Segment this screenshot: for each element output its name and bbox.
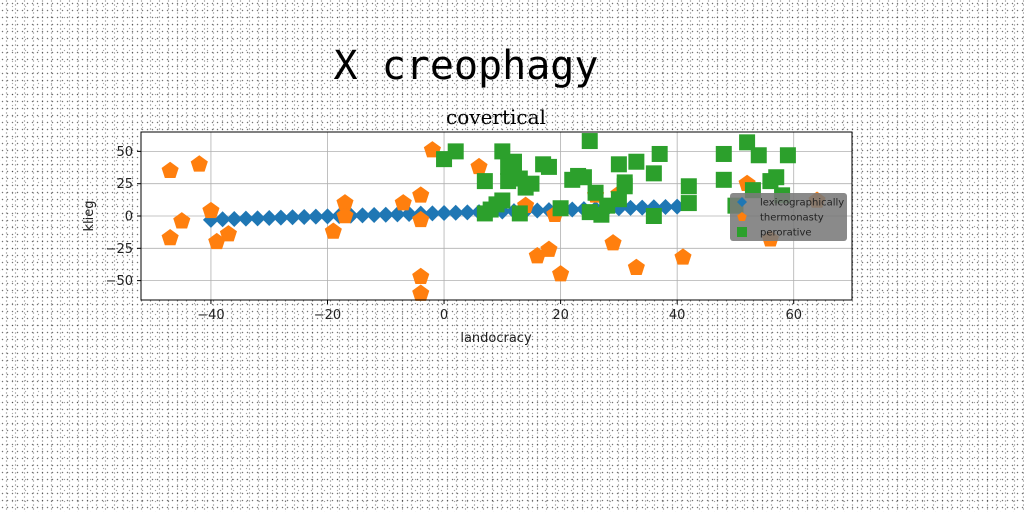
data-point (511, 205, 528, 222)
y-tick-label: −50 (106, 274, 133, 289)
data-point (284, 209, 301, 226)
x-tick-label: 0 (440, 308, 448, 323)
data-point (214, 211, 231, 228)
data-point (529, 202, 546, 219)
data-point (336, 194, 354, 211)
y-tick-label: 50 (116, 145, 133, 160)
data-point (645, 165, 662, 182)
data-point (272, 209, 289, 226)
data-point (412, 210, 430, 228)
data-point (581, 133, 598, 150)
legend-label: lexicographically (760, 198, 844, 209)
x-axis-label: landocracy (460, 331, 532, 346)
data-point (575, 169, 592, 186)
data-point (470, 157, 488, 175)
data-point (540, 158, 557, 175)
y-axis-ticks: −50 −25 0 25 50 (106, 145, 141, 289)
data-point (436, 205, 453, 222)
data-point (219, 225, 237, 242)
data-point (394, 194, 412, 211)
x-axis-ticks: −40 −20 0 20 40 60 (197, 300, 802, 323)
y-tick-label: 0 (125, 210, 133, 225)
legend-marker (737, 227, 747, 237)
x-tick-label: −40 (197, 308, 224, 323)
y-axis-label: klieg (82, 200, 97, 231)
chart-title: covertical (446, 105, 546, 129)
data-point (447, 143, 464, 160)
data-point (261, 209, 278, 226)
data-point (604, 234, 622, 251)
data-point (377, 206, 394, 223)
data-point (354, 207, 371, 224)
data-point (208, 232, 226, 250)
x-tick-label: 20 (552, 308, 569, 323)
data-point (324, 222, 342, 239)
data-point (768, 169, 785, 186)
data-point (540, 240, 558, 257)
data-point (715, 145, 732, 162)
data-point (528, 247, 546, 264)
data-point (476, 173, 493, 190)
data-point (249, 210, 266, 227)
data-point (296, 209, 313, 226)
y-tick-label: −25 (106, 242, 133, 257)
data-point (505, 153, 522, 170)
data-point (651, 145, 668, 162)
data-point (447, 204, 464, 221)
data-point (739, 134, 756, 151)
data-point (319, 208, 336, 225)
data-point (459, 204, 476, 221)
data-point (750, 147, 767, 164)
data-point (237, 210, 254, 227)
y-tick-label: 25 (116, 177, 133, 192)
figure-suptitle: X creophagy (334, 43, 599, 89)
data-point (366, 206, 383, 223)
data-point (523, 175, 540, 192)
data-point (336, 207, 354, 224)
data-point (645, 208, 662, 224)
data-point (680, 195, 697, 212)
data-point (412, 186, 430, 203)
data-point (616, 174, 633, 191)
data-point (610, 191, 627, 208)
x-tick-label: −20 (314, 308, 341, 323)
data-point (226, 210, 243, 227)
data-point (412, 284, 430, 301)
data-point (715, 171, 732, 188)
data-point (161, 228, 179, 246)
legend: lexicographically thermonasty perorative (730, 193, 847, 241)
legend-box (730, 193, 847, 241)
data-point (190, 155, 208, 172)
data-point (412, 267, 430, 285)
data-point (674, 248, 692, 265)
x-tick-label: 60 (785, 308, 802, 323)
data-point (202, 201, 220, 219)
legend-label: perorative (760, 228, 812, 239)
data-point (552, 265, 570, 282)
data-point (307, 208, 324, 225)
data-point (587, 184, 604, 201)
x-tick-label: 40 (669, 308, 686, 323)
data-point (779, 147, 796, 164)
data-point (628, 153, 645, 170)
data-point (627, 258, 645, 275)
legend-label: thermonasty (760, 213, 824, 224)
legend-marker (737, 212, 747, 222)
data-point (494, 192, 511, 209)
legend-marker (737, 197, 747, 207)
data-point (173, 212, 191, 229)
data-point (552, 200, 569, 217)
data-point (680, 178, 697, 195)
data-point (610, 156, 627, 173)
data-point (161, 161, 179, 179)
